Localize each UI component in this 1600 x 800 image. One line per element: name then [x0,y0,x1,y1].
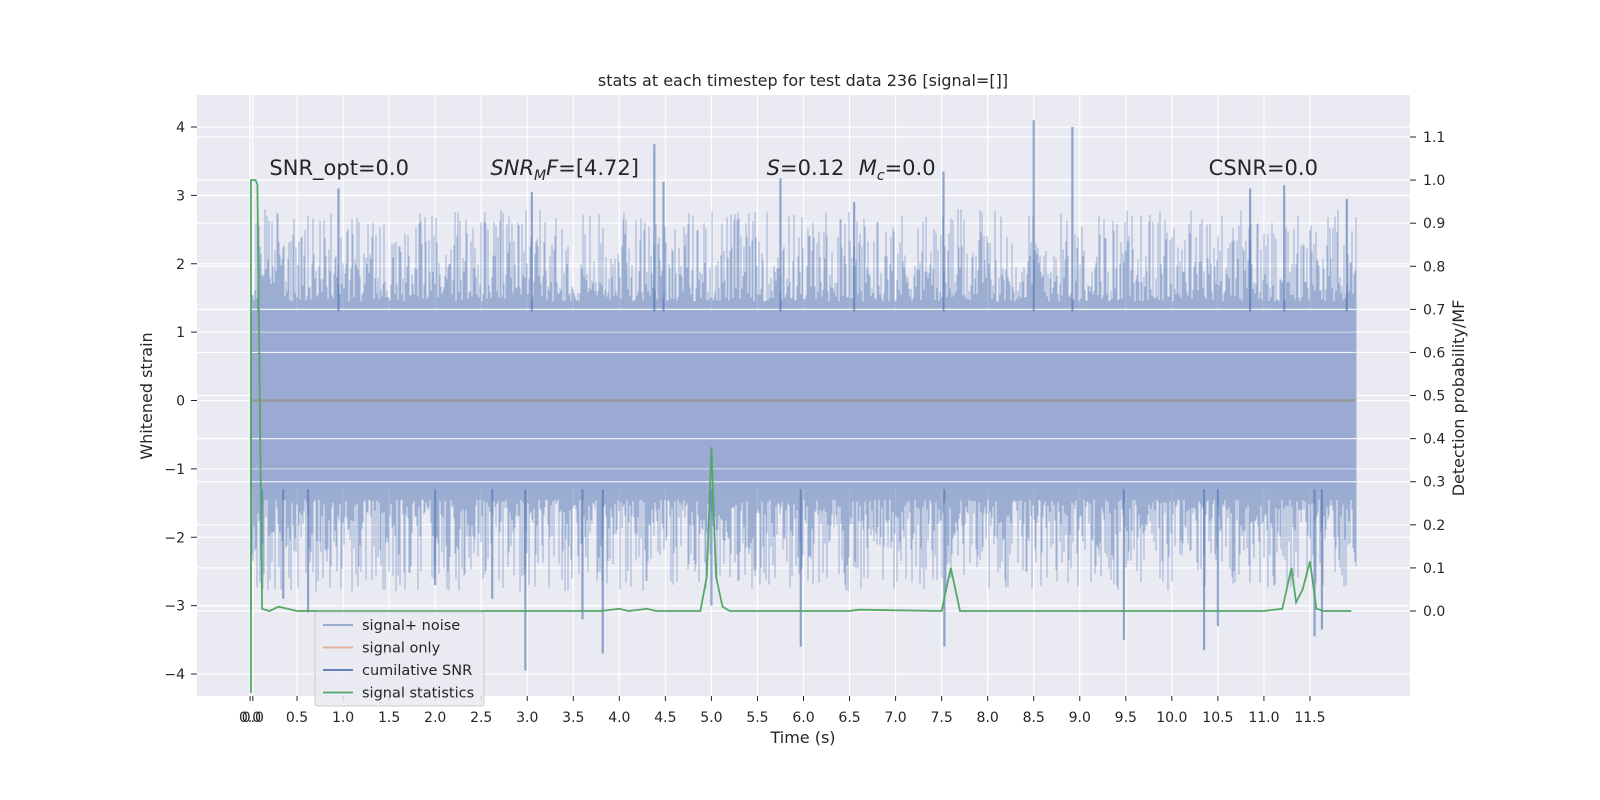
legend-entry: signal+ noise [362,618,460,634]
y-tick-label: −4 [164,667,185,683]
x-tick-label: 0.0 [239,710,261,726]
x-axis-ticks: 0.00.0 0.5 1.0 1.5 2.0 2.5 3.0 3.5 4.0 4.5 5.0 5.5 6… [239,696,1326,726]
legend: signal+ noise signal only cumilative SNR si… [314,611,485,707]
y-axis-label: Whitened strain [137,332,156,459]
legend-entry: signal only [362,641,441,657]
x-tick-label: 6.5 [838,710,860,726]
annotation-2: S=0.12 [767,156,845,180]
y2-tick-label: 0.4 [1423,432,1445,448]
y2-tick-label: 0.7 [1423,302,1445,318]
y2-tick-label: 0.5 [1423,389,1445,405]
x-tick-label: 3.5 [562,710,584,726]
x-tick-label: 1.0 [332,710,354,726]
x-tick-label: 5.5 [746,710,768,726]
y2-tick-label: 0.3 [1423,475,1445,491]
y-tick-label: 2 [176,257,185,273]
legend-entry: signal statistics [362,686,474,702]
y2-axis-label: Detection probability/MF [1449,300,1468,497]
x-tick-label: 0.5 [286,710,308,726]
y-tick-label: 1 [176,325,185,341]
annotation-3: Mc=0.0 [859,156,936,184]
y2-tick-label: 0.8 [1423,259,1445,275]
y-tick-label: 4 [176,120,185,136]
x-tick-label: 10.5 [1202,710,1233,726]
x-tick-label: 5.0 [700,710,722,726]
x-tick-label: 6.0 [792,710,814,726]
x-tick-label: 9.0 [1069,710,1091,726]
x-tick-label: 1.5 [378,710,400,726]
y2-tick-label: 0.9 [1423,216,1445,232]
x-tick-label: 11.5 [1294,710,1325,726]
series-lines [250,179,1356,693]
x-tick-label: 8.5 [1023,710,1045,726]
x-tick-label: 10.0 [1156,710,1187,726]
annotation-4: CSNR=0.0 [1209,156,1318,180]
annotation-1: SNRMF=[4.72] [490,156,639,184]
x-tick-label: 2.5 [470,710,492,726]
y-tick-label: 3 [176,188,185,204]
series-line-signal-statistics [250,179,1352,693]
x-tick-label: 7.0 [884,710,906,726]
chart-title: stats at each timestep for test data 236… [598,71,1008,90]
x-axis-label: Time (s) [769,728,835,747]
y-tick-label: −2 [164,530,185,546]
x-tick-label: 4.0 [608,710,630,726]
y2-tick-label: 0.2 [1423,518,1445,534]
x-tick-label: 7.5 [930,710,952,726]
x-tick-label: 11.0 [1248,710,1279,726]
x-tick-label: 2.0 [424,710,446,726]
y2-axis-ticks: 1.1 1.0 0.9 0.8 0.7 0.6 0.5 0.4 0.3 0.2 0.1 0.0 [1410,130,1445,620]
x-tick-label: 0.0 [242,710,264,726]
x-tick-label: 9.5 [1115,710,1137,726]
legend-box [314,611,485,707]
y-axis-ticks: 4 3 2 1 0 −1 −2 −3 −4 [164,120,197,683]
y2-tick-label: 1.1 [1423,130,1445,146]
y2-tick-label: 0.0 [1423,604,1445,620]
x-tick-label: 4.5 [654,710,676,726]
y-tick-label: −3 [164,599,185,615]
x-tick-label: 3.0 [516,710,538,726]
y2-tick-label: 0.6 [1423,345,1445,361]
y2-tick-label: 1.0 [1423,173,1445,189]
annotation-0: SNR_opt=0.0 [269,156,409,181]
y-tick-label: 0 [176,394,185,410]
annotations: SNR_opt=0.0 SNRMF=[4.72] S=0.12 Mc=0.0 CSNR=… [269,156,1318,184]
x-tick-label: 8.0 [977,710,999,726]
y-tick-label: −1 [164,462,185,478]
y2-tick-label: 0.1 [1423,561,1445,577]
legend-entry: cumilative SNR [362,663,472,679]
